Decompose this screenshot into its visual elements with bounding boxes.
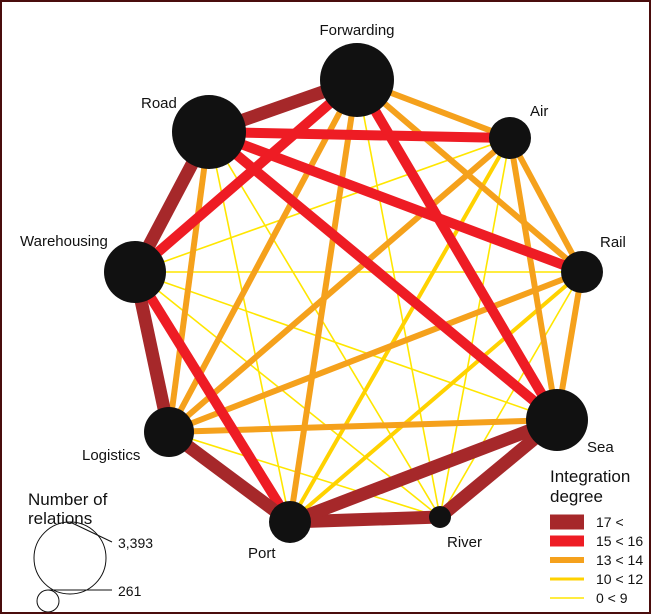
edge-warehousing-sea [134, 271, 558, 421]
degree-legend-swatch [550, 577, 584, 581]
node-label-road: Road [141, 95, 177, 112]
node-label-river: River [447, 534, 482, 551]
edge-road-sea [205, 128, 561, 424]
degree-legend-title-line1: Integration [550, 467, 630, 486]
edge-forwarding-sea [352, 77, 562, 423]
size-legend-title-line1: Number of [28, 490, 108, 509]
edge-road-logistics [166, 131, 212, 433]
edge-logistics-river [168, 431, 441, 518]
edge-air-logistics [167, 135, 512, 435]
degree-legend-label: 0 < 9 [596, 590, 628, 606]
degree-legend-swatch [550, 597, 584, 599]
node-road [172, 95, 246, 169]
edge-road-air [208, 127, 511, 143]
degree-legend-title-line2: degree [550, 487, 603, 506]
node-label-rail: Rail [600, 234, 626, 251]
degree-legend-label: 13 < 14 [596, 552, 643, 568]
size-legend-large-circle [33, 521, 107, 595]
node-rail [561, 251, 603, 293]
size-legend: Number of relations 3,393 261 [28, 490, 153, 612]
integration-degree-legend: Integration degree 17 < 15 < 16 13 < 14 10 … [550, 467, 643, 606]
node-sea [526, 389, 588, 451]
edge-air-port [288, 137, 512, 523]
degree-legend-swatch [550, 557, 584, 563]
node-warehousing [104, 241, 166, 303]
edge-air-sea [507, 137, 560, 421]
node-label-sea: Sea [587, 439, 614, 456]
edge-logistics-port [165, 426, 294, 528]
size-legend-max-label: 3,393 [118, 535, 153, 551]
node-port [269, 501, 311, 543]
node-label-logistics: Logistics [82, 447, 140, 464]
degree-legend-label: 15 < 16 [596, 533, 643, 549]
edge-forwarding-warehousing [131, 76, 361, 276]
node-river [429, 506, 451, 528]
edge-port-sea [287, 413, 560, 529]
edge-warehousing-port [130, 269, 295, 525]
node-label-port: Port [248, 545, 276, 562]
edge-port-river [289, 510, 441, 529]
degree-legend-label: 17 < [596, 514, 624, 530]
degree-legend-swatch [550, 514, 584, 530]
edge-rail-logistics [167, 269, 584, 435]
edge-road-river [208, 131, 441, 518]
size-legend-large-leader [69, 521, 113, 543]
node-logistics [144, 407, 194, 457]
node-forwarding [320, 43, 394, 117]
size-legend-small-circle [36, 589, 60, 612]
edge-air-rail [507, 136, 585, 274]
nodes-layer [104, 43, 603, 543]
edges-layer [128, 73, 585, 529]
node-label-warehousing: Warehousing [20, 233, 108, 250]
size-legend-min-label: 261 [118, 583, 142, 599]
degree-legend-label: 10 < 12 [596, 571, 643, 587]
size-legend-title-line2: relations [28, 509, 92, 528]
edge-forwarding-river [356, 79, 441, 518]
degree-legend-swatch [550, 535, 584, 547]
edge-forwarding-port [287, 79, 360, 523]
node-air [489, 117, 531, 159]
node-label-air: Air [530, 103, 548, 120]
edge-rail-port [288, 270, 584, 524]
labels-layer: Forwarding Air Rail Sea River Port Logistics Wa… [20, 22, 626, 562]
node-label-forwarding: Forwarding [319, 22, 394, 39]
edge-rail-river [439, 271, 583, 518]
